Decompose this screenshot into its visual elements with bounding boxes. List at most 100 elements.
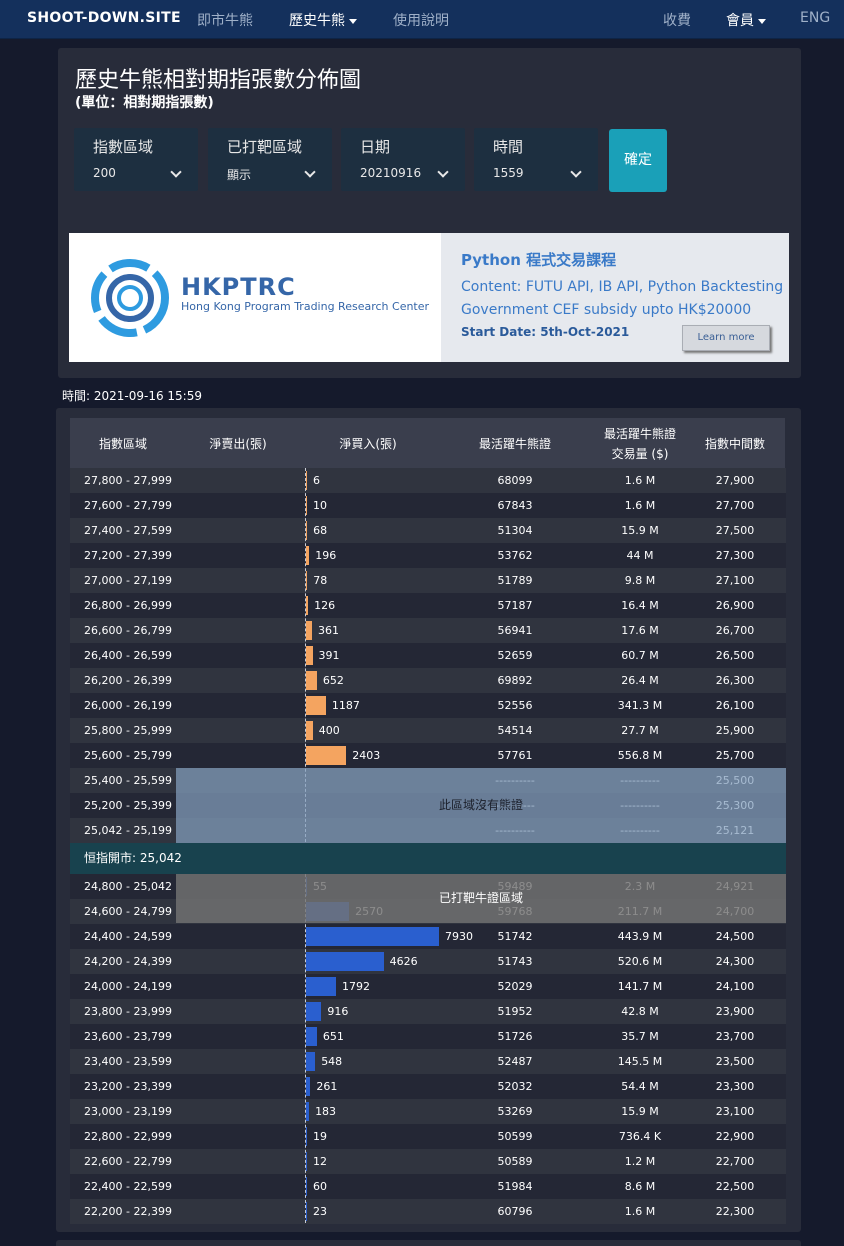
- active-id-cell[interactable]: 54514: [497, 724, 533, 737]
- table-body: 27,800 - 27,999 6 68099 1.6 M 27,900 27,600 -…: [70, 468, 786, 1224]
- no-bear-zone-overlay: 此區域沒有熊證: [176, 768, 786, 843]
- range-cell: 26,800 - 26,999: [84, 599, 172, 612]
- active-volume-cell: 16.4 M: [621, 599, 659, 612]
- table-row: 25,600 - 25,799 2403 57761 556.8 M 25,700: [70, 743, 786, 768]
- table-row: 26,200 - 26,399 652 69892 26.4 M 26,300: [70, 668, 786, 693]
- active-volume-cell: 1.2 M: [624, 1155, 656, 1168]
- active-id-cell[interactable]: 52029: [497, 980, 533, 993]
- ad-course-title: Python 程式交易課程: [461, 251, 617, 269]
- net-buy-cell: 361: [318, 624, 340, 637]
- active-id-cell[interactable]: 51726: [497, 1030, 533, 1043]
- net-buy-cell: 2403: [352, 749, 381, 762]
- active-volume-cell: 42.8 M: [621, 1005, 659, 1018]
- mid-cell: 26,100: [715, 699, 755, 712]
- active-id-cell[interactable]: 56941: [497, 624, 533, 637]
- table-row: 23,400 - 23,599 548 52487 145.5 M 23,500: [70, 1049, 786, 1074]
- net-buy-cell: 1792: [342, 980, 371, 993]
- time-label: 時間: [493, 138, 524, 156]
- index-range-value: 200: [93, 166, 116, 180]
- active-id-cell[interactable]: 53269: [497, 1105, 533, 1118]
- hsi-open-row: 恒指開市: 25,042: [70, 843, 786, 874]
- nav-link-help[interactable]: 使用說明: [393, 13, 449, 29]
- range-cell: 23,400 - 23,599: [84, 1055, 172, 1068]
- bear-bar: [306, 596, 309, 615]
- index-range-label: 指數區域: [93, 138, 154, 156]
- header-net-sell: 淨賣出(張): [209, 437, 267, 451]
- chevron-down-icon: [349, 18, 357, 24]
- nav-link-pricing[interactable]: 收費: [663, 13, 691, 29]
- active-volume-cell: 556.8 M: [617, 749, 663, 762]
- mid-cell: 23,100: [715, 1105, 755, 1118]
- mid-cell: 27,700: [715, 499, 755, 512]
- header-mid: 指數中間數: [704, 437, 765, 451]
- mid-cell: 23,300: [715, 1080, 755, 1093]
- shot-bull-zone-overlay: 已打靶牛證區域: [176, 874, 786, 923]
- range-cell: 23,600 - 23,799: [84, 1030, 172, 1043]
- active-id-cell[interactable]: 57761: [497, 749, 533, 762]
- ad-learn-more-button[interactable]: Learn more: [682, 325, 770, 351]
- mid-cell: 27,900: [715, 474, 755, 487]
- bull-bar: [306, 977, 337, 996]
- active-id-cell[interactable]: 69892: [497, 674, 533, 687]
- bear-bar: [306, 721, 313, 740]
- header-range: 指數區域: [98, 437, 147, 451]
- active-id-cell[interactable]: 52659: [497, 649, 533, 662]
- range-cell: 23,800 - 23,999: [84, 1005, 172, 1018]
- page-subtitle: (單位：相對期指張數): [75, 95, 214, 111]
- brand-logo[interactable]: SHOOT-DOWN.SITE: [27, 10, 181, 26]
- net-buy-cell: 12: [313, 1155, 327, 1168]
- shot-zone-select[interactable]: 已打靶區域 顯示: [208, 128, 332, 191]
- active-id-cell[interactable]: 52032: [497, 1080, 533, 1093]
- active-id-cell[interactable]: 50599: [497, 1130, 533, 1143]
- mid-cell: 22,900: [715, 1130, 755, 1143]
- range-cell: 23,200 - 23,399: [84, 1080, 172, 1093]
- net-buy-cell: 126: [314, 599, 336, 612]
- header-active-volume-2: 交易量 ($): [611, 447, 669, 461]
- active-id-cell[interactable]: 51743: [497, 955, 533, 968]
- range-cell: 26,400 - 26,599: [84, 649, 172, 662]
- active-id-cell[interactable]: 51742: [497, 930, 533, 943]
- active-id-cell[interactable]: 51789: [497, 574, 533, 587]
- mid-cell: 25,700: [715, 749, 755, 762]
- ad-content: Content: FUTU API, IB API, Python Backte…: [461, 279, 784, 295]
- active-id-cell[interactable]: 57187: [497, 599, 533, 612]
- mid-cell: 24,300: [715, 955, 755, 968]
- nav-link-history[interactable]: 歷史牛熊: [289, 10, 357, 30]
- nav-link-member[interactable]: 會員: [726, 10, 766, 30]
- table-row: 23,200 - 23,399 261 52032 54.4 M 23,300: [70, 1074, 786, 1099]
- active-volume-cell: 27.7 M: [621, 724, 659, 737]
- active-id-cell[interactable]: 52487: [497, 1055, 533, 1068]
- active-id-cell[interactable]: 50589: [497, 1155, 533, 1168]
- net-buy-cell: 391: [318, 649, 340, 662]
- confirm-button[interactable]: 確定: [609, 129, 667, 192]
- bear-bar: [306, 646, 313, 665]
- index-range-select[interactable]: 指數區域 200: [74, 128, 198, 191]
- active-volume-cell: 54.4 M: [621, 1080, 659, 1093]
- net-buy-cell: 651: [322, 1030, 344, 1043]
- active-id-cell[interactable]: 53762: [497, 549, 533, 562]
- active-id-cell[interactable]: 51304: [497, 524, 533, 537]
- table-row: 27,000 - 27,199 78 51789 9.8 M 27,100: [70, 568, 786, 593]
- active-volume-cell: 35.7 M: [621, 1030, 659, 1043]
- nav-link-language[interactable]: ENG: [800, 10, 831, 26]
- active-id-cell[interactable]: 52556: [497, 699, 533, 712]
- active-id-cell[interactable]: 51952: [497, 1005, 533, 1018]
- next-panel-edge: [56, 1240, 801, 1246]
- date-label: 日期: [360, 138, 391, 156]
- bull-bar: [306, 1102, 310, 1121]
- header-active-id: 最活躍牛熊證: [478, 437, 551, 451]
- active-id-cell[interactable]: 68099: [497, 474, 533, 487]
- range-cell: 22,800 - 22,999: [84, 1130, 172, 1143]
- active-id-cell[interactable]: 67843: [497, 499, 533, 512]
- ad-banner[interactable]: HKPTRC Hong Kong Program Trading Researc…: [69, 233, 789, 362]
- net-buy-cell: 1187: [331, 699, 360, 712]
- bear-bar: [306, 521, 308, 540]
- active-id-cell[interactable]: 60796: [497, 1205, 533, 1218]
- date-select[interactable]: 日期 20210916: [341, 128, 465, 191]
- range-cell: 26,200 - 26,399: [84, 674, 172, 687]
- active-id-cell[interactable]: 51984: [497, 1180, 533, 1193]
- net-buy-cell: 4626: [389, 955, 418, 968]
- table-row: 26,400 - 26,599 391 52659 60.7 M 26,500: [70, 643, 786, 668]
- nav-link-live[interactable]: 即市牛熊: [197, 13, 253, 29]
- time-select[interactable]: 時間 1559: [474, 128, 598, 191]
